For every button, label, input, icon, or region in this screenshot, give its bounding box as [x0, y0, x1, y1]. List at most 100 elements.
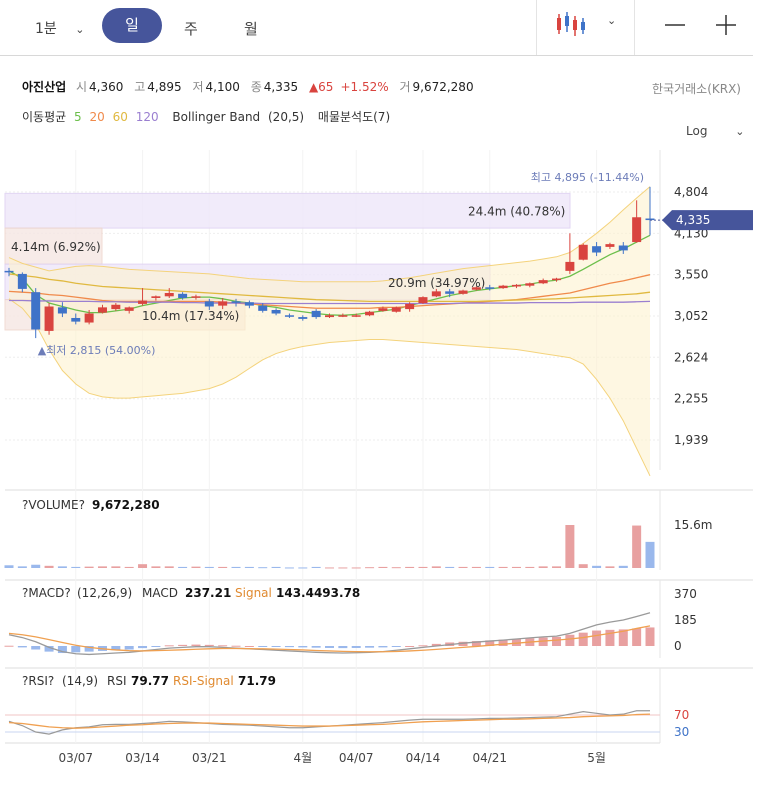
- x-tick: 04/21: [472, 751, 507, 765]
- volume-profile-bar: [4, 227, 103, 265]
- macd-histogram-bar: [284, 646, 294, 648]
- bollinger-label[interactable]: Bollinger Band: [172, 110, 261, 124]
- scale-dropdown[interactable]: Log ⌄: [686, 124, 744, 138]
- candle-body: [311, 310, 321, 318]
- candle: [325, 313, 334, 318]
- tab-month[interactable]: 월: [244, 20, 258, 38]
- ma-line-60: [8, 273, 651, 303]
- zoom-in-button[interactable]: [715, 14, 737, 36]
- volume-profile-bar: [4, 192, 571, 229]
- macd-histogram-bar: [632, 628, 642, 646]
- candle: [405, 302, 415, 312]
- volume-bar: [471, 566, 481, 568]
- volume-bar: [111, 566, 121, 568]
- volume-bar: [645, 541, 655, 568]
- candles: [4, 186, 655, 339]
- candle: [164, 288, 174, 298]
- candle-body: [431, 291, 441, 297]
- volume-bar: [4, 565, 14, 568]
- macd-histogram-bar: [458, 641, 468, 646]
- stock-name: 아진산업: [22, 80, 67, 94]
- volume-bar: [284, 567, 294, 569]
- price-tick: 2,255: [674, 392, 708, 406]
- macd-histogram-bar: [164, 645, 174, 647]
- candle-body: [31, 292, 41, 330]
- volume-bar: [378, 566, 388, 568]
- x-tick: 03/21: [192, 751, 227, 765]
- candle-body: [458, 290, 468, 294]
- candle: [445, 288, 455, 298]
- price-tick: 4,804: [674, 185, 708, 199]
- macd-histogram-bar: [471, 641, 481, 646]
- volume-bar: [418, 566, 428, 568]
- volume-bar: [84, 566, 94, 568]
- candle: [218, 297, 228, 310]
- ma-60: 60: [112, 110, 128, 124]
- volume-profile-label[interactable]: 매물분석도(7): [317, 110, 391, 124]
- tab-week[interactable]: 주: [184, 20, 198, 38]
- bollinger-fill: [9, 186, 650, 476]
- candle-body: [284, 315, 294, 317]
- candle: [418, 296, 428, 304]
- volume-bar: [325, 567, 334, 569]
- current-price-tag: [662, 210, 753, 231]
- interval-dropdown[interactable]: 1분 ⌄: [35, 18, 84, 38]
- volume-bar: [365, 567, 375, 569]
- high-value: 4,895: [147, 80, 182, 94]
- volume-bar: [124, 566, 134, 568]
- volume-bar: [231, 566, 241, 568]
- zoom-out-button[interactable]: [664, 14, 686, 36]
- exchange-label: 한국거래소(KRX): [652, 82, 741, 96]
- candle-body: [97, 307, 107, 313]
- volume-bar: [271, 566, 281, 568]
- macd-tick: 370: [674, 587, 697, 601]
- bollinger-upper: [8, 186, 651, 283]
- volume-bar: [164, 566, 174, 568]
- candle: [525, 282, 535, 288]
- rsi-line: [8, 710, 650, 735]
- candle: [431, 288, 441, 298]
- macd-histogram-bar: [538, 637, 548, 646]
- candle-body: [4, 270, 14, 273]
- bollinger-params: (20,5): [268, 110, 305, 124]
- macd-histogram-bar: [111, 646, 121, 651]
- macd-histogram-bar: [17, 646, 27, 648]
- chevron-down-icon: ⌄: [607, 14, 617, 27]
- candlestick-icon: [557, 12, 585, 36]
- ma-label[interactable]: 이동평균: [22, 110, 67, 124]
- candle-body: [271, 309, 281, 314]
- macd-line: [8, 612, 651, 656]
- volume-bar: [605, 566, 615, 568]
- volume-bar: [71, 566, 81, 568]
- volume-bar: [458, 566, 468, 568]
- macd-histogram-bar: [498, 639, 508, 646]
- change-value: ▲65: [308, 80, 334, 94]
- volume-bar: [351, 567, 361, 569]
- macd-histogram-bar: [124, 646, 134, 650]
- volume-bar: [151, 566, 161, 568]
- chart-type-button[interactable]: ⌄: [553, 10, 628, 44]
- tab-day[interactable]: 일: [102, 8, 162, 43]
- volume-bar: [405, 566, 415, 568]
- candle: [605, 242, 615, 249]
- minus-icon: [665, 24, 685, 26]
- rsi-tick: 30: [674, 725, 689, 739]
- macd-histogram-bar: [552, 636, 562, 646]
- ma-line-120: [9, 299, 651, 305]
- volume-bar: [31, 564, 41, 568]
- macd-tick: 185: [674, 613, 697, 627]
- chevron-down-icon: ⌄: [735, 125, 745, 138]
- macd-histogram-bar: [31, 646, 41, 650]
- rsi-panel-label: ?RSI?: [22, 674, 54, 688]
- x-tick: 03/14: [125, 751, 160, 765]
- candle-body: [632, 217, 642, 243]
- change-percent: +1.52%: [340, 80, 389, 94]
- candle-body: [204, 301, 214, 307]
- candle-body: [151, 296, 161, 298]
- candle: [592, 242, 602, 257]
- high-annotation: 최고 4,895 (-11.44%): [531, 171, 644, 184]
- candle: [378, 306, 388, 312]
- candle-body: [84, 313, 94, 323]
- indicator-bar: 이동평균 5 20 60 120 Bollinger Band (20,5) 매…: [22, 108, 394, 125]
